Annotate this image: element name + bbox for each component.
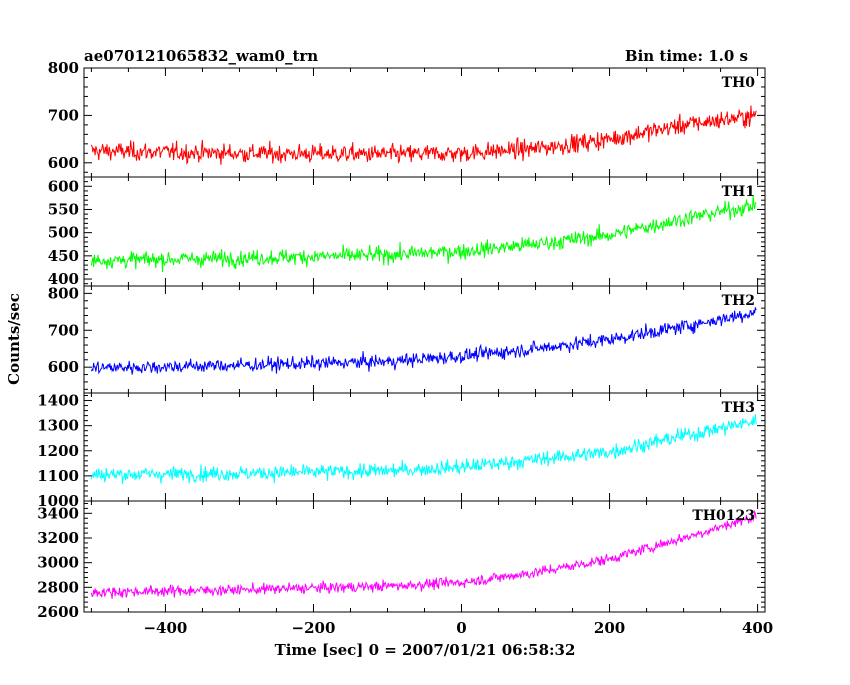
y-tick-label: 550 bbox=[48, 200, 79, 218]
y-tick-label: 600 bbox=[48, 177, 79, 195]
y-tick-label: 700 bbox=[48, 106, 79, 124]
y-tick-label: 3200 bbox=[37, 529, 79, 547]
y-tick-label: 1200 bbox=[37, 442, 79, 460]
x-tick-label: −400 bbox=[143, 619, 187, 637]
y-tick-label: 800 bbox=[48, 59, 79, 77]
series-th1 bbox=[90, 195, 757, 272]
y-tick-label: 2800 bbox=[37, 578, 79, 596]
panel-frame bbox=[83, 67, 766, 178]
y-tick-label: 1100 bbox=[37, 467, 79, 485]
chart-title: ae070121065832_wam0_trn bbox=[84, 47, 318, 65]
y-tick-label: 1400 bbox=[37, 392, 79, 410]
y-axis-label: Counts/sec bbox=[5, 293, 23, 385]
x-tick-label: 200 bbox=[594, 619, 625, 637]
panel-th0123: 2600 2800 3000 3200 3400 TH0123 bbox=[37, 500, 766, 621]
y-tick-label: 1300 bbox=[37, 417, 79, 435]
panels-group: 600 700 800 TH0 400 450 500 550 600 TH1 600 700 800 T… bbox=[37, 59, 766, 621]
y-tick-label: 3000 bbox=[37, 554, 79, 572]
bin-time-label: Bin time: 1.0 s bbox=[625, 47, 748, 65]
series-th0 bbox=[90, 105, 757, 165]
panel-label-th1: TH1 bbox=[722, 184, 755, 200]
x-axis: −400 −200 0 200 400 bbox=[143, 619, 773, 637]
x-tick-label: 400 bbox=[742, 619, 773, 637]
y-tick-label: 3400 bbox=[37, 504, 79, 522]
x-tick-label: −200 bbox=[292, 619, 336, 637]
panel-th1: 400 450 500 550 600 TH1 bbox=[48, 176, 766, 288]
panel-label-th3: TH3 bbox=[722, 400, 755, 416]
panel-th3: 1000 1100 1200 1300 1400 TH3 bbox=[37, 392, 766, 510]
y-tick-label: 500 bbox=[48, 224, 79, 242]
panel-label-th0: TH0 bbox=[722, 75, 756, 91]
panel-label-th0123: TH0123 bbox=[692, 508, 755, 524]
y-tick-label: 450 bbox=[48, 247, 79, 265]
y-tick-label: 400 bbox=[48, 270, 79, 288]
panel-th2: 600 700 800 TH2 bbox=[48, 284, 766, 394]
panel-label-th2: TH2 bbox=[722, 293, 755, 309]
x-axis-label: Time [sec] 0 = 2007/01/21 06:58:32 bbox=[275, 641, 576, 659]
y-tick-label: 1000 bbox=[37, 492, 79, 510]
series-th3 bbox=[90, 414, 757, 485]
y-tick-label: 800 bbox=[48, 284, 79, 302]
y-tick-label: 600 bbox=[48, 358, 79, 376]
panel-frame bbox=[83, 176, 766, 287]
y-tick-label: 600 bbox=[48, 154, 79, 172]
series-th2 bbox=[90, 307, 757, 375]
panel-frame bbox=[83, 392, 766, 502]
panel-th0: 600 700 800 TH0 bbox=[48, 59, 766, 178]
y-tick-label: 700 bbox=[48, 321, 79, 339]
y-tick-label: 2600 bbox=[37, 603, 79, 621]
series-th0123 bbox=[90, 509, 757, 599]
panel-frame bbox=[83, 285, 766, 394]
x-tick-label: 0 bbox=[456, 619, 466, 637]
